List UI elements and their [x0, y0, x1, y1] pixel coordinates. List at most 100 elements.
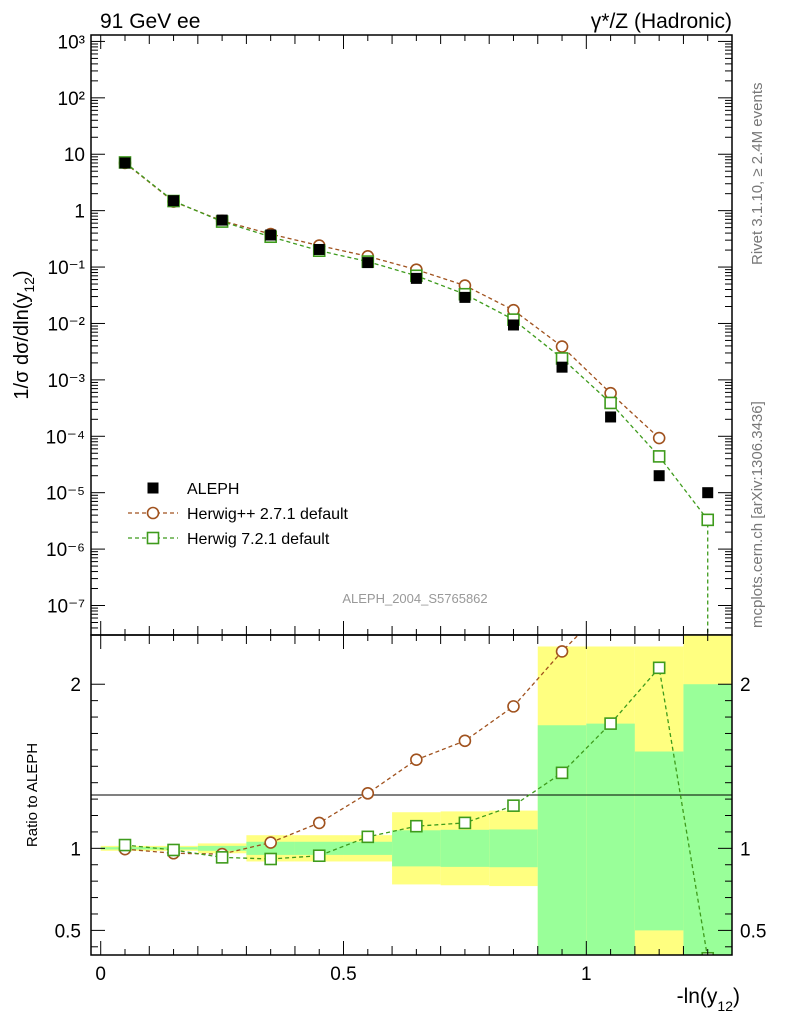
x-axis-label-prefix: -ln(y: [677, 985, 718, 1008]
main-data-point: [652, 431, 666, 445]
main-series-line: [124, 162, 660, 439]
legend-entry: Herwig 7.2.1 default: [128, 531, 330, 548]
main-y-tick-label: 10⁻²: [48, 314, 86, 335]
ratio-data-point: [312, 816, 326, 830]
ratio-stat-uncertainty-band: [537, 725, 587, 955]
ratio-stat-uncertainty-band: [634, 751, 684, 931]
ratio-data-point: [555, 645, 569, 658]
ratio-stat-uncertainty-band: [440, 829, 490, 867]
analysis-watermark: ALEPH_2004_S5765862: [342, 591, 487, 606]
main-data-point: [410, 272, 422, 284]
main-data-point: [362, 257, 374, 269]
ratio-data-point: [458, 816, 472, 830]
main-y-tick-label: 10²: [58, 89, 85, 110]
rivet-version-label: Rivet 3.1.10, ≥ 2.4M events: [749, 83, 766, 266]
ratio-stat-uncertainty-band: [683, 684, 732, 955]
main-y-tick-label: 10: [64, 145, 85, 166]
main-data-point: [119, 157, 131, 169]
legend-label: Herwig 7.2.1 default: [187, 531, 330, 548]
ratio-series-layer: [118, 635, 715, 955]
main-series-line: [124, 161, 709, 635]
ratio-y-tick-label-left: 0.5: [55, 921, 81, 942]
ratio-series-herwig-7-2-1-default: [118, 661, 715, 955]
ratio-data-point: [458, 734, 472, 748]
main-data-point: [168, 195, 180, 207]
ratio-data-point: [410, 753, 423, 767]
ratio-y-tick-label-right: 0.5: [740, 921, 766, 942]
main-y-axis-label-suffix: ): [11, 270, 33, 277]
ratio-panel-frame: [90, 634, 733, 956]
legend-marker-swatch: [147, 482, 159, 494]
main-y-tick-label: 10⁻⁷: [47, 597, 85, 618]
ratio-data-point: [652, 661, 666, 675]
ratio-y-axis-label: Ratio to ALEPH: [24, 743, 41, 847]
x-tick-label: 1: [581, 964, 592, 985]
ratio-stat-uncertainty-band: [294, 841, 344, 855]
ratio-data-point: [361, 830, 375, 844]
legend: ALEPH Herwig++ 2.7.1 default Herwig 7.2.1 …: [128, 481, 349, 548]
ratio-data-point: [264, 836, 277, 849]
x-axis-label-subscript: 12: [717, 998, 733, 1014]
ratio-data-point: [118, 838, 132, 852]
ratio-series-line: [124, 635, 580, 855]
header-right-label: γ*/Z (Hadronic): [591, 10, 732, 33]
main-y-tick-label: 10⁻⁶: [46, 540, 85, 561]
main-data-point: [653, 470, 665, 482]
legend-label: Herwig++ 2.7.1 default: [187, 506, 349, 523]
main-y-axis-label-subscript: 12: [21, 277, 37, 293]
main-data-point: [605, 411, 617, 423]
ratio-stat-uncertainty-band: [343, 841, 393, 855]
main-y-tick-label: 10⁻⁵: [46, 484, 85, 505]
main-series-aleph: [119, 157, 714, 499]
main-data-point: [555, 340, 569, 353]
legend-label: ALEPH: [187, 481, 239, 498]
x-axis-label: -ln(y12): [677, 985, 740, 1014]
x-tick-label: 0: [95, 964, 106, 985]
ratio-data-point: [361, 787, 375, 800]
main-data-point: [216, 214, 228, 226]
main-data-point: [313, 243, 325, 255]
main-panel: 10³ 10² 10 1 10⁻¹ 10⁻² 10⁻³ 10⁻⁴ 10⁻⁵ 10⁻⁶ 10⁻⁷: [46, 32, 733, 636]
ratio-data-point: [167, 843, 180, 857]
ratio-data-point: [410, 819, 423, 833]
main-data-point: [507, 319, 519, 331]
main-y-tick-label: 10³: [58, 32, 85, 53]
header-left-label: 91 GeV ee: [100, 10, 200, 33]
ratio-data-point: [507, 799, 520, 812]
ratio-stat-uncertainty-band: [392, 830, 441, 867]
main-y-tick-label: 10⁻¹: [48, 258, 86, 279]
ratio-data-point: [312, 849, 326, 863]
main-data-point: [702, 487, 714, 499]
main-y-tick-label: 10⁻³: [48, 371, 86, 392]
ratio-y-tick-label-left: 1: [70, 839, 81, 860]
legend-marker-swatch: [146, 506, 160, 520]
ratio-y-tick-label-left: 2: [70, 675, 81, 696]
main-data-point: [459, 291, 471, 303]
main-y-axis-label-prefix: 1/σ dσ/dln(y: [11, 293, 33, 400]
main-series-layer: [118, 156, 715, 635]
ratio-data-point: [507, 700, 520, 713]
main-y-tick-label: 10⁻⁴: [46, 427, 85, 448]
ratio-stat-uncertainty-band: [489, 829, 538, 868]
main-data-point: [556, 361, 568, 373]
main-axis-ticks: 10³ 10² 10 1 10⁻¹ 10⁻² 10⁻³ 10⁻⁴ 10⁻⁵ 10⁻⁶ 10⁻⁷: [46, 32, 733, 636]
mcplots-label: mcplots.cern.ch [arXiv:1306.3436]: [749, 401, 766, 628]
main-data-point: [701, 513, 715, 527]
main-y-tick-label: 1: [74, 202, 85, 223]
legend-marker-swatch: [146, 531, 160, 545]
main-data-point: [265, 229, 277, 241]
ratio-panel: 0.5 0.5 1 1 2 2 0 0.5 1: [55, 634, 766, 985]
ratio-data-point: [215, 851, 229, 864]
legend-entry: Herwig++ 2.7.1 default: [128, 506, 349, 523]
main-data-point: [652, 450, 666, 463]
ratio-data-point: [604, 717, 617, 730]
main-series-herwig-2-7-1-default: [118, 156, 666, 445]
ratio-axis-ticks: 0.5 0.5 1 1 2 2 0 0.5 1: [55, 635, 766, 985]
ratio-y-tick-label-right: 2: [740, 675, 751, 696]
ratio-data-point: [264, 852, 277, 866]
ratio-stat-uncertainty-band: [586, 723, 635, 955]
main-data-point: [604, 396, 617, 410]
x-axis-label-suffix: ): [733, 985, 740, 1008]
main-series-herwig-7-2-1-default: [118, 156, 715, 635]
